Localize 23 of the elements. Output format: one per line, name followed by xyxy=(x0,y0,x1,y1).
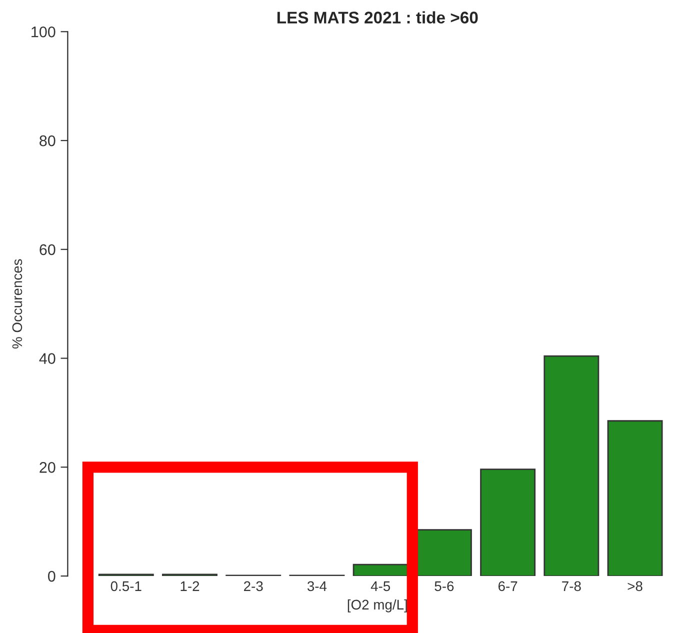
x-tick-label: >8 xyxy=(628,581,642,592)
x-tick-label: 1-2 xyxy=(180,581,200,591)
x-tick-label: 7-8 xyxy=(562,581,581,592)
y-tick-label: 40 xyxy=(39,353,56,364)
x-tick-label: 6-7 xyxy=(498,581,518,592)
x-tick-label: 4-5 xyxy=(370,581,390,592)
x-tick-label: 5-6 xyxy=(434,581,454,592)
bar xyxy=(416,529,472,576)
bar xyxy=(352,564,408,576)
y-axis-title: % Occurences xyxy=(12,259,22,348)
x-tick-label: 0.5-1 xyxy=(110,581,142,592)
x-axis-title: [O2 mg/L] xyxy=(348,599,407,612)
chart-title: LES MATS 2021 : tide >60 xyxy=(277,11,478,24)
x-tick-label: 3-4 xyxy=(307,581,327,592)
y-tick-label: 100 xyxy=(32,26,56,38)
y-tick-label: 60 xyxy=(40,244,56,256)
x-tick-label: 2-3 xyxy=(244,581,263,592)
bar xyxy=(480,468,536,576)
y-tick-label: 0 xyxy=(48,570,56,582)
bar xyxy=(544,355,600,576)
y-tick-label: 20 xyxy=(40,462,56,473)
y-tick-label: 80 xyxy=(40,135,56,146)
bar xyxy=(607,420,663,576)
